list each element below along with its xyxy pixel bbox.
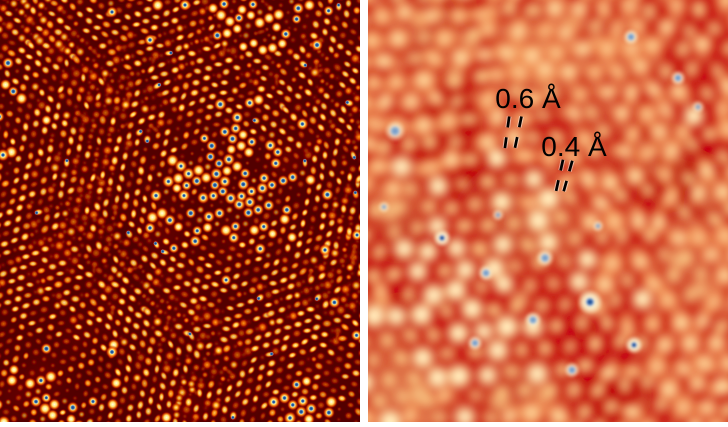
svg-text:0.6 Å: 0.6 Å xyxy=(495,83,561,114)
svg-text:0.4 Å: 0.4 Å xyxy=(541,131,607,162)
